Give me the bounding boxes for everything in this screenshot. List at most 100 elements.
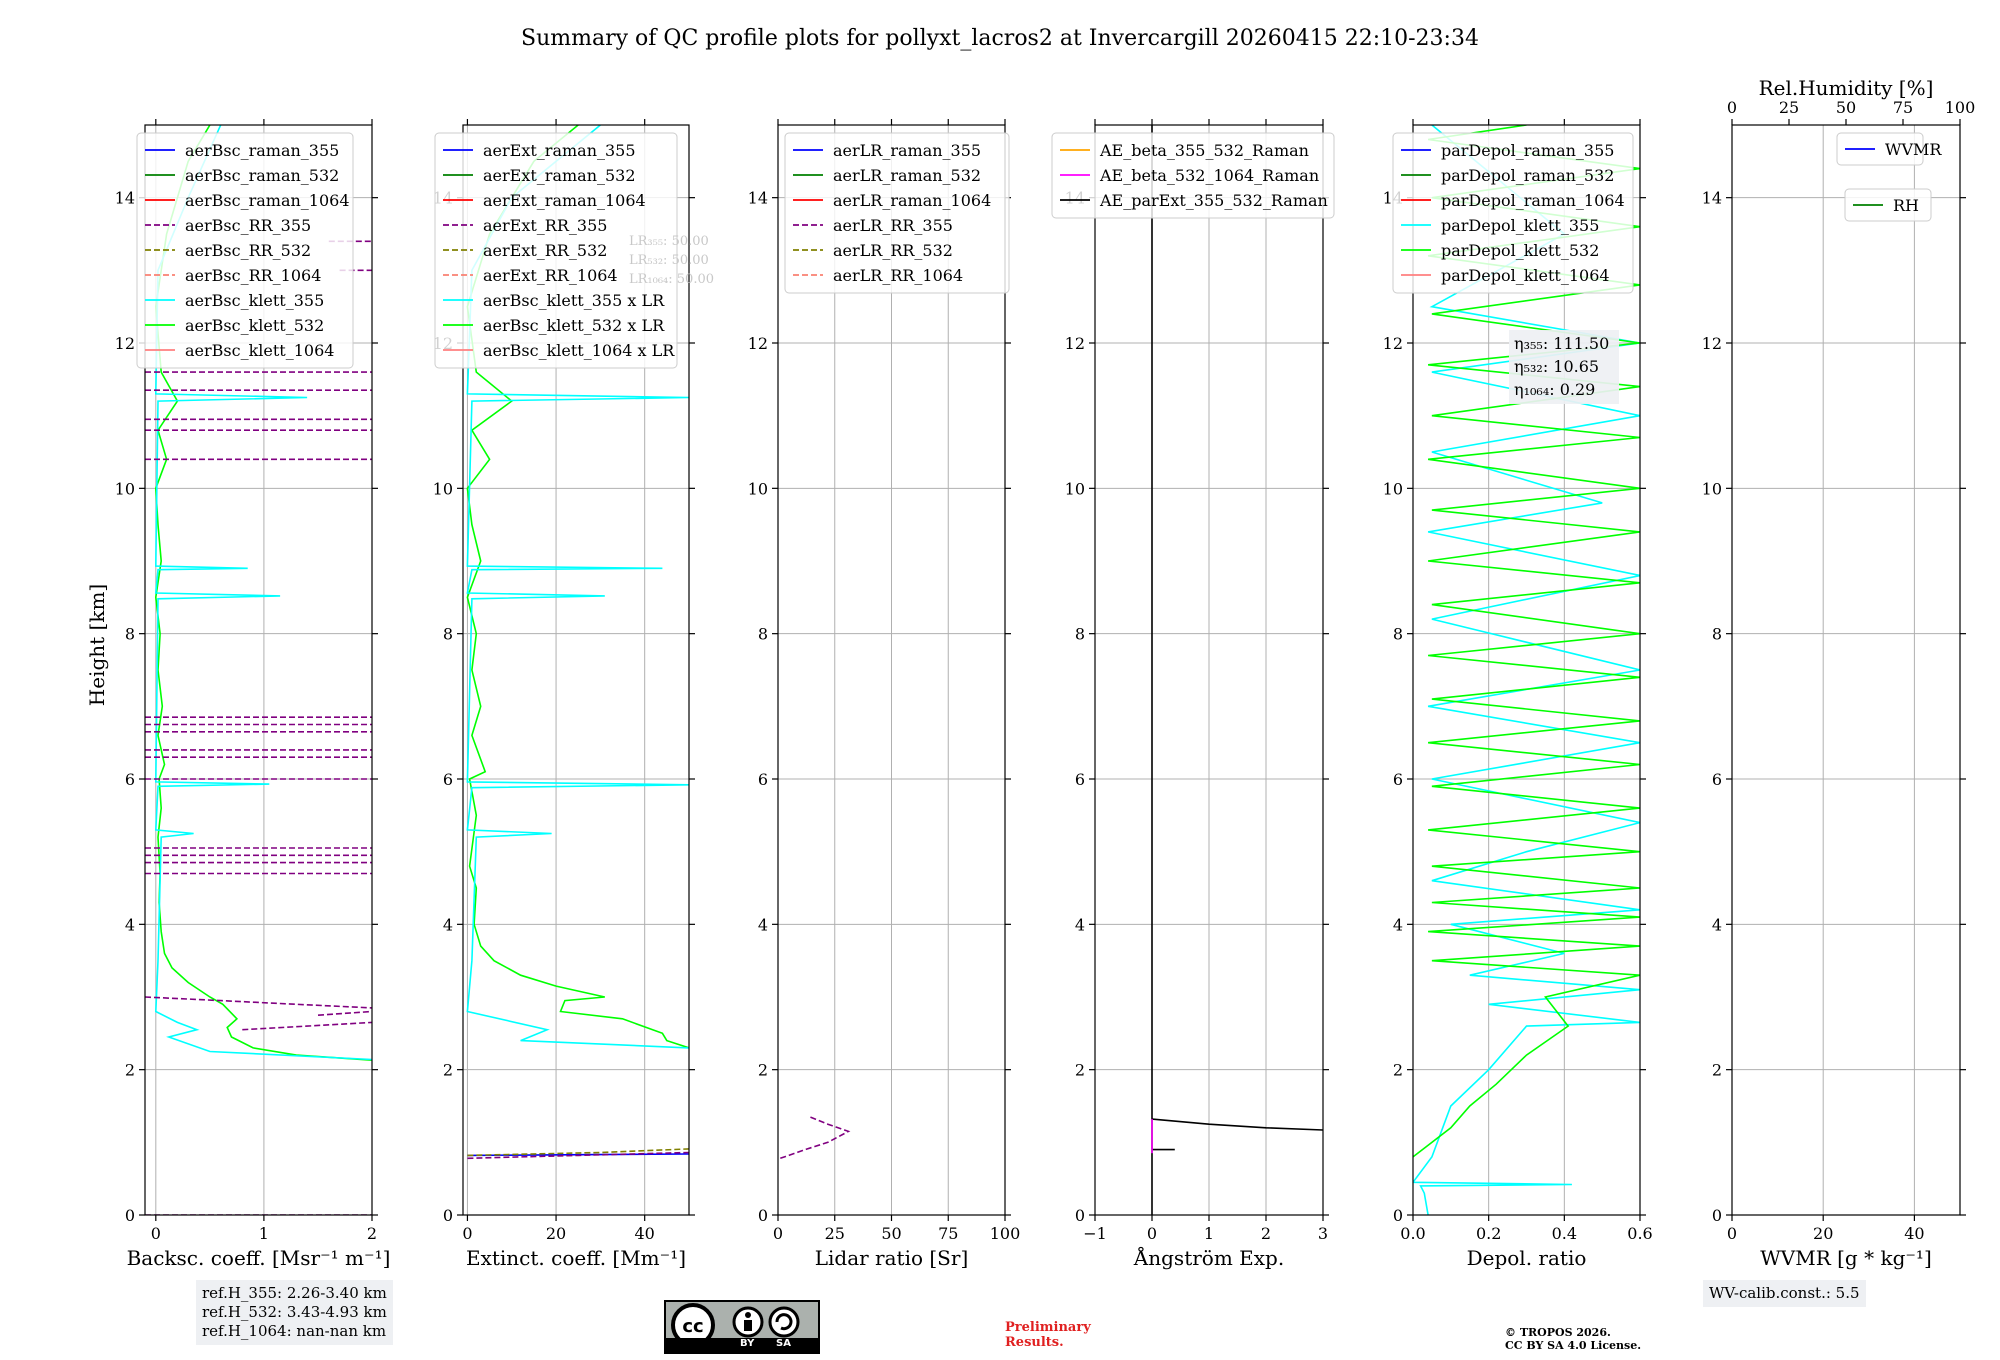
x-tick-label: 0 (151, 1224, 161, 1243)
series-line (1413, 125, 1640, 1215)
legend-label: aerBsc_raman_1064 (185, 191, 350, 210)
legend-label: parDepol_raman_532 (1441, 166, 1614, 185)
annotation-box: LR₃₅₅: 50.00 LR₅₃₂: 50.00 LR₁₀₆₄: 50.00 (629, 234, 714, 287)
x-tick-label: 50 (881, 1224, 901, 1243)
y-tick-label: 4 (1075, 915, 1085, 934)
y-tick-label: 6 (758, 770, 768, 789)
share-alike-icon (768, 1306, 800, 1338)
y-tick-label: 14 (115, 189, 135, 208)
legend-label: parDepol_klett_1064 (1441, 266, 1610, 285)
legend: parDepol_raman_355 parDepol_raman_532 parD… (1392, 132, 1634, 294)
cc-by-label: BY (740, 1338, 755, 1349)
legend-label: aerExt_RR_1064 (483, 266, 618, 285)
x-tick-label: 0.6 (1627, 1224, 1652, 1243)
y-tick-label: 10 (1065, 479, 1085, 498)
x-tick-label: 0.2 (1476, 1224, 1501, 1243)
cc-icons: cc (671, 1303, 800, 1338)
legend-label: aerBsc_klett_1064 (185, 341, 334, 360)
annotation-bg (1509, 330, 1619, 404)
cc-strip: BY SA (666, 1338, 818, 1352)
x-tick-label: 0.4 (1552, 1224, 1577, 1243)
series-group (1151, 125, 1323, 1215)
y-tick-label: 6 (1712, 770, 1722, 789)
y-tick-label: 0 (1075, 1206, 1085, 1225)
y-tick-label: 6 (443, 770, 453, 789)
eta-annotation: η₃₅₅: 111.50 (1514, 334, 1609, 353)
legend: aerLR_raman_355 aerLR_raman_532 aerLR_rama… (784, 132, 1010, 294)
series-line (466, 125, 689, 1049)
series-group (466, 125, 689, 1160)
series-line (1151, 125, 1323, 1215)
y-axis-label: Height [km] (85, 584, 109, 706)
x-tick-label: 3 (1318, 1224, 1328, 1243)
x-tick-label: 0 (462, 1224, 472, 1243)
ref-height-532: ref.H_532: 3.43-4.93 km (202, 1303, 387, 1321)
ref-height-box: ref.H_355: 2.26-3.40 km ref.H_532: 3.43-… (196, 1280, 393, 1345)
y-tick-label: 10 (748, 479, 768, 498)
secondary-x-tick-label: 0 (1727, 98, 1737, 117)
legend-label: aerBsc_klett_355 (185, 291, 324, 310)
copyright-line-1: © TROPOS 2026. (1505, 1326, 1611, 1339)
x-tick-label: 0 (1147, 1224, 1157, 1243)
y-tick-label: 14 (1702, 189, 1722, 208)
figure-title: Summary of QC profile plots for pollyxt_… (521, 26, 1479, 51)
axes-frame (144, 124, 373, 1216)
y-tick-label: 2 (1712, 1061, 1722, 1080)
legend-box (136, 132, 354, 369)
copyright-note: © TROPOS 2026. CC BY SA 4.0 License. (1505, 1326, 1641, 1352)
y-tick-label: 2 (1075, 1061, 1085, 1080)
lr-annotation: LR₁₀₆₄: 50.00 (629, 272, 714, 287)
preliminary-line-2: Results. (1005, 1335, 1064, 1350)
y-tick-label: 8 (125, 625, 135, 644)
legend-box (1844, 188, 1932, 222)
x-tick-label: 1 (259, 1224, 269, 1243)
x-tick-label: 100 (990, 1224, 1021, 1243)
y-tick-label: 12 (1383, 334, 1403, 353)
series-line (466, 125, 689, 1049)
secondary-x-tick-label: 100 (1945, 98, 1976, 117)
y-tick-label: 0 (443, 1206, 453, 1225)
series-line (145, 240, 372, 1215)
legend-label: aerLR_RR_532 (833, 241, 953, 260)
y-tick-label: 10 (1702, 479, 1722, 498)
y-tick-label: 0 (1712, 1206, 1722, 1225)
legend-label: aerBsc_RR_355 (185, 216, 311, 235)
y-tick-label: 4 (1712, 915, 1722, 934)
annotation-box: η₃₅₅: 111.50 η₅₃₂: 10.65 η₁₀₆₄: 0.29 (1509, 330, 1619, 404)
legend-label: RH (1893, 196, 1919, 215)
legend-label: parDepol_raman_355 (1441, 141, 1614, 160)
x-tick-label: 20 (546, 1224, 566, 1243)
eta-annotation: η₅₃₂: 10.65 (1514, 357, 1599, 376)
panel-5: 0.00.20.40.602468101214Depol. ratioparDe… (1383, 119, 1653, 1270)
legend-label: aerBsc_RR_1064 (185, 266, 321, 285)
legend-label: aerLR_raman_532 (833, 166, 981, 185)
x-tick-label: 40 (635, 1224, 655, 1243)
cc-license-badge: cc BY SA (664, 1300, 820, 1354)
lr-annotation: LR₅₃₂: 50.00 (629, 253, 709, 268)
y-tick-label: 0 (125, 1206, 135, 1225)
y-tick-label: 4 (443, 915, 453, 934)
legend-label: aerBsc_klett_1064 x LR (483, 341, 675, 360)
x-axis-label: Ångström Exp. (1133, 1245, 1284, 1270)
legend-label: aerBsc_RR_532 (185, 241, 311, 260)
preliminary-line-1: Preliminary (1005, 1320, 1091, 1335)
eta-annotation: η₁₀₆₄: 0.29 (1514, 380, 1595, 399)
y-tick-label: 10 (115, 479, 135, 498)
legend-label: AE_beta_355_532_Raman (1099, 141, 1309, 160)
secondary-x-tick-label: 25 (1779, 98, 1799, 117)
series-line (467, 1148, 689, 1157)
legend-label: parDepol_raman_1064 (1441, 191, 1625, 210)
secondary-x-axis-label: Rel.Humidity [%] (1759, 76, 1934, 100)
legend-label: aerBsc_raman_355 (185, 141, 339, 160)
legend-box (1392, 132, 1634, 294)
panel-6: 0 20 40 0 2 4 6 8 10 12 14 WVMR [g * kg⁻¹] 0 25 50 75 10… (1702, 76, 1976, 1270)
series-group (145, 125, 372, 1215)
x-tick-label: 0 (1727, 1224, 1737, 1243)
x-tick-label: 2 (367, 1224, 377, 1243)
x-tick-label: 75 (938, 1224, 958, 1243)
legend: AE_beta_355_532_Raman AE_beta_532_1064_Ra… (1051, 132, 1335, 219)
legend-label: parDepol_klett_532 (1441, 241, 1599, 260)
y-tick-label: 8 (1712, 625, 1722, 644)
legend-label: aerBsc_klett_532 x LR (483, 316, 665, 335)
